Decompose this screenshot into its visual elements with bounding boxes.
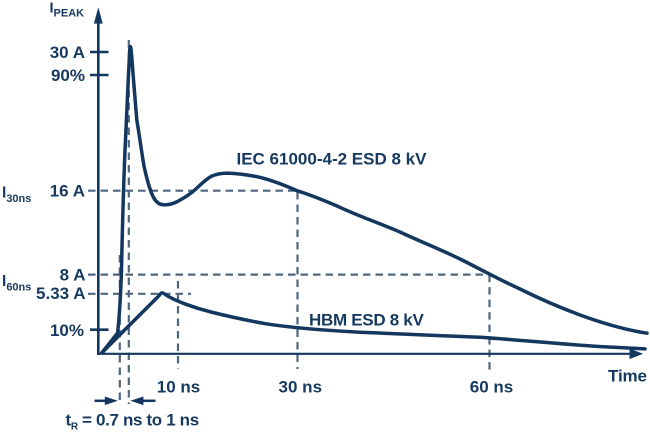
svg-text:90%: 90% [51, 66, 85, 85]
svg-text:IEC 61000-4-2 ESD 8 kV: IEC 61000-4-2 ESD 8 kV [237, 149, 428, 168]
svg-text:60 ns: 60 ns [470, 378, 513, 397]
svg-text:8 A: 8 A [60, 266, 86, 285]
svg-text:10 ns: 10 ns [157, 378, 200, 397]
svg-text:5.33 A: 5.33 A [36, 284, 85, 303]
svg-text:30 ns: 30 ns [279, 377, 322, 396]
svg-text:HBM ESD 8 kV: HBM ESD 8 kV [309, 311, 424, 330]
svg-text:16 A: 16 A [50, 181, 85, 200]
svg-text:10%: 10% [50, 321, 84, 340]
svg-text:tR = 0.7 ns to 1 ns: tR = 0.7 ns to 1 ns [66, 410, 199, 432]
svg-text:30 A: 30 A [50, 43, 85, 62]
svg-text:Time: Time [608, 367, 647, 386]
